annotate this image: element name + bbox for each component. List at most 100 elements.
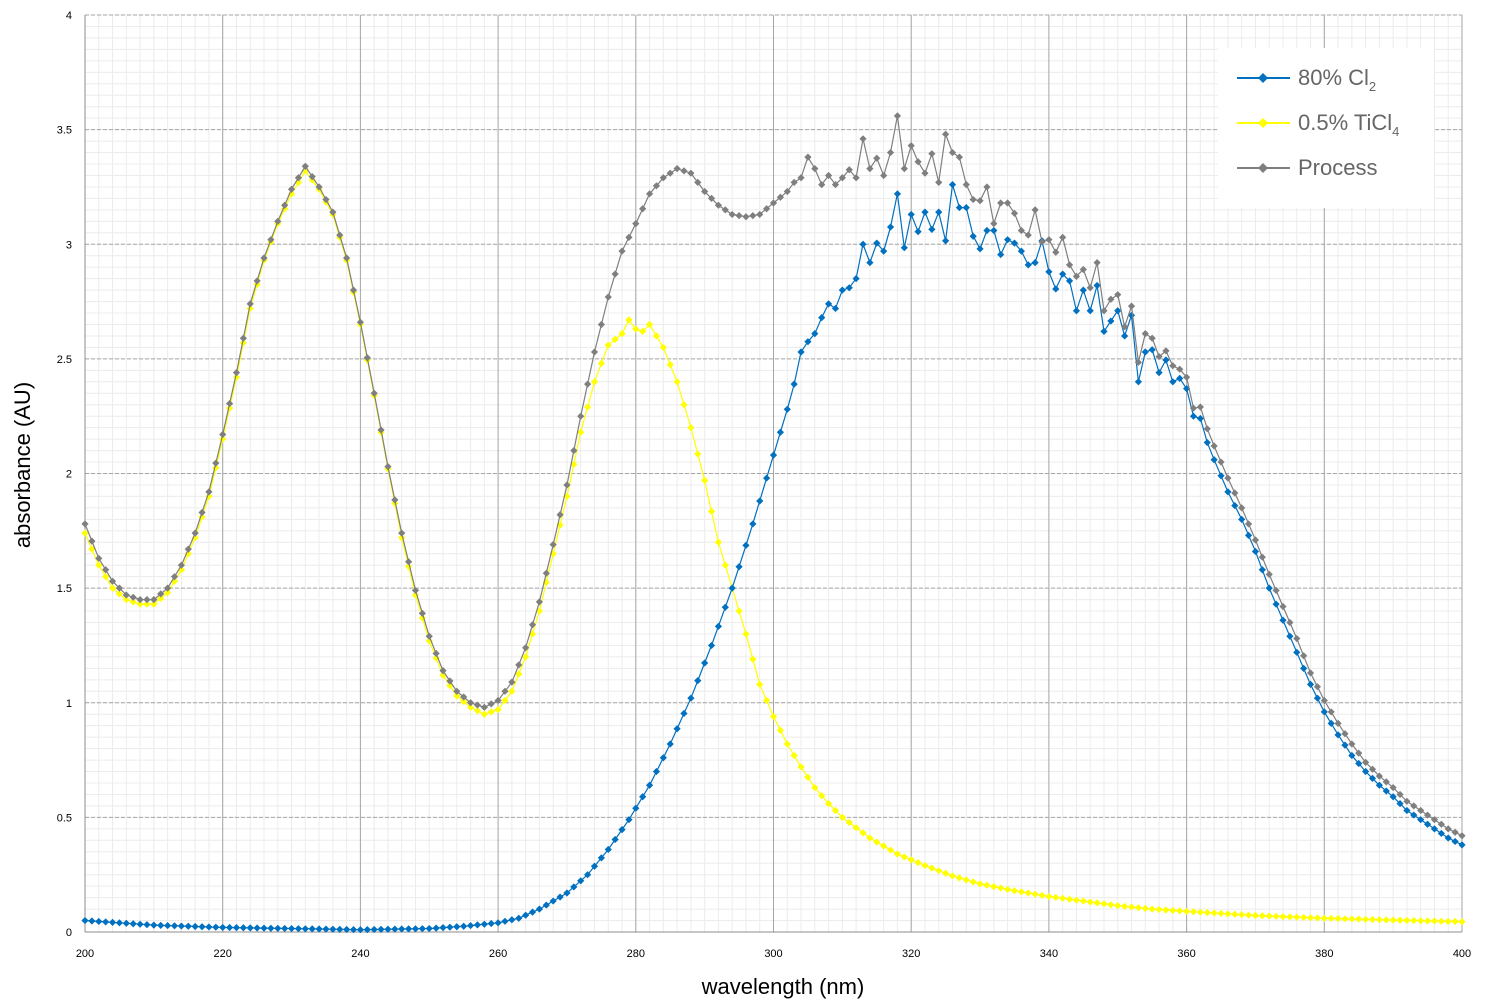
data-point <box>714 201 723 209</box>
data-point <box>1286 913 1294 921</box>
data-point <box>1031 258 1039 267</box>
data-point <box>1430 825 1439 833</box>
data-point <box>460 693 468 701</box>
data-point <box>1141 330 1149 338</box>
x-tick-label: 340 <box>1040 948 1058 960</box>
data-point <box>522 644 530 652</box>
data-point <box>239 924 247 932</box>
data-point <box>528 630 537 638</box>
data-point <box>191 529 199 537</box>
data-point <box>735 563 743 571</box>
data-point <box>122 591 130 599</box>
data-point <box>95 917 103 926</box>
data-point <box>1279 602 1287 611</box>
data-point <box>170 573 179 581</box>
data-point <box>1238 515 1246 523</box>
data-point <box>845 166 853 174</box>
data-point <box>1244 911 1253 919</box>
data-point <box>721 603 729 611</box>
data-point <box>597 854 605 862</box>
data-point <box>446 677 454 685</box>
data-point <box>384 463 392 471</box>
data-point <box>253 277 261 285</box>
data-point <box>315 183 323 191</box>
data-point <box>1086 898 1094 906</box>
data-point <box>466 921 475 930</box>
data-point <box>1382 916 1390 924</box>
legend-marker <box>1258 118 1268 128</box>
data-point <box>852 275 860 283</box>
data-point <box>225 923 234 932</box>
data-point <box>301 162 309 170</box>
data-point <box>666 740 674 748</box>
data-point <box>1306 669 1315 677</box>
data-point <box>535 905 544 913</box>
data-point <box>1183 907 1191 915</box>
data-point <box>997 250 1005 259</box>
data-point <box>1348 740 1356 748</box>
x-tick-label: 220 <box>214 948 232 960</box>
data-point <box>494 919 502 927</box>
legend: 80% Cl2 0.5% TiCl4 Process <box>1218 48 1434 208</box>
data-point <box>790 751 798 760</box>
data-point <box>515 670 523 678</box>
data-point <box>907 210 915 219</box>
data-point <box>432 654 440 662</box>
data-point <box>783 187 791 196</box>
data-point <box>1306 680 1315 689</box>
data-point <box>604 845 612 854</box>
data-point <box>122 919 130 927</box>
data-point <box>756 210 764 219</box>
data-point <box>95 561 103 569</box>
data-point <box>157 594 165 603</box>
data-point <box>246 924 254 932</box>
data-point <box>900 244 908 252</box>
data-point <box>804 338 812 346</box>
data-point <box>584 871 592 879</box>
data-point <box>1451 917 1459 926</box>
data-point <box>735 211 743 220</box>
data-point <box>1079 265 1087 274</box>
data-point <box>157 590 165 598</box>
data-point <box>639 205 647 213</box>
data-point <box>776 428 784 436</box>
data-point <box>281 924 289 933</box>
data-point <box>1141 348 1149 356</box>
data-point <box>363 925 371 934</box>
data-point <box>928 864 936 872</box>
data-point <box>1382 778 1390 786</box>
data-point <box>404 562 413 570</box>
data-point <box>604 293 612 301</box>
data-point <box>886 223 895 231</box>
data-point <box>1169 362 1177 370</box>
data-point <box>811 330 819 338</box>
data-point <box>1100 900 1108 908</box>
data-point <box>645 781 654 789</box>
data-point <box>508 678 516 686</box>
data-point <box>769 199 778 207</box>
data-point <box>645 320 654 329</box>
data-point <box>625 233 633 241</box>
data-point <box>1286 618 1294 627</box>
data-point <box>1327 914 1335 923</box>
data-point <box>714 538 723 546</box>
data-point <box>1231 489 1239 497</box>
x-tick-label: 260 <box>489 948 507 960</box>
data-point <box>494 696 502 705</box>
data-point <box>976 880 984 888</box>
data-point <box>150 595 158 604</box>
data-point <box>1217 458 1225 466</box>
data-point <box>1403 797 1411 805</box>
data-point <box>1072 896 1081 904</box>
data-point <box>694 450 702 458</box>
data-point <box>701 659 709 667</box>
data-point <box>1079 897 1087 905</box>
data-point <box>1423 811 1432 819</box>
data-point <box>618 247 626 255</box>
data-point <box>1210 456 1218 464</box>
data-point <box>1320 708 1328 716</box>
data-point <box>1210 909 1218 917</box>
data-point <box>838 174 846 182</box>
data-point <box>666 361 674 369</box>
data-point <box>769 712 778 721</box>
